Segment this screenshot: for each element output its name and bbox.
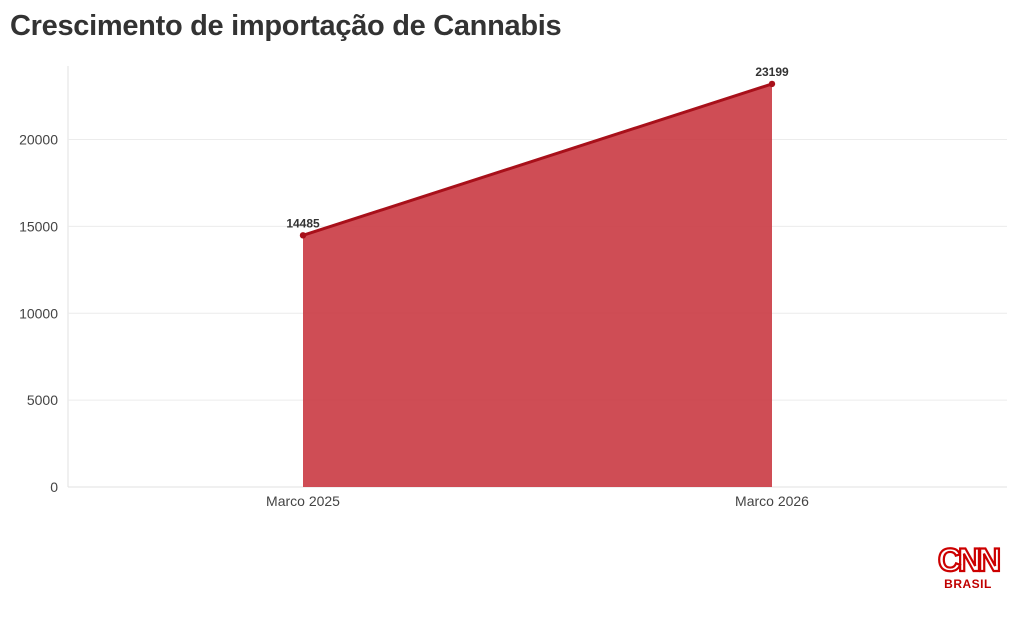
y-tick-label: 20000 <box>19 132 58 148</box>
area-fill <box>303 83 772 488</box>
chart-title: Crescimento de importação de Cannabis <box>10 10 562 42</box>
data-point <box>768 80 776 88</box>
svg-text:CNN: CNN <box>938 543 999 577</box>
series-line <box>302 82 773 237</box>
y-tick-label: 0 <box>50 479 58 495</box>
cnn-logo-mark: CNN <box>937 543 1002 577</box>
y-tick-label: 10000 <box>19 305 58 321</box>
x-tick-label: Marco 2025 <box>266 493 340 509</box>
x-tick-label: Marco 2026 <box>735 493 809 509</box>
logo-subtext: BRASIL <box>944 577 992 591</box>
y-tick-label: 5000 <box>27 392 58 408</box>
data-label: 14485 <box>286 216 320 230</box>
y-tick-label: 15000 <box>19 218 58 234</box>
data-label: 23199 <box>755 65 789 79</box>
cnn-brasil-logo: CNN BRASIL <box>934 543 1002 593</box>
data-point <box>299 232 307 239</box>
